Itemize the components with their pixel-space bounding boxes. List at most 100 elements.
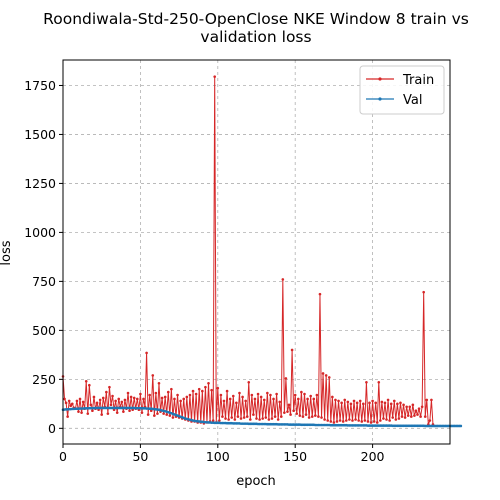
train-point bbox=[269, 393, 272, 397]
train-point bbox=[136, 397, 139, 401]
train-point bbox=[349, 402, 353, 406]
train-point bbox=[194, 392, 198, 396]
x-tick-label: 50 bbox=[132, 449, 148, 464]
train-point bbox=[371, 399, 374, 403]
train-point bbox=[256, 392, 260, 396]
train-point bbox=[157, 381, 161, 385]
train-point bbox=[335, 420, 339, 423]
train-point bbox=[80, 411, 83, 414]
train-point bbox=[145, 351, 148, 355]
chart-title-line-1: Roondiwala-Std-250-OpenClose NKE Window … bbox=[43, 10, 469, 28]
train-point bbox=[365, 380, 368, 384]
train-point bbox=[123, 398, 127, 402]
train-point bbox=[146, 413, 150, 416]
train-point bbox=[382, 417, 385, 420]
train-point bbox=[396, 402, 399, 406]
train-point bbox=[385, 418, 388, 421]
train-point bbox=[163, 395, 167, 399]
train-point bbox=[278, 400, 282, 404]
train-point bbox=[331, 395, 334, 399]
train-point bbox=[207, 381, 210, 385]
train-point bbox=[231, 394, 235, 398]
train-point bbox=[348, 418, 351, 421]
train-point bbox=[70, 402, 74, 406]
train-point bbox=[332, 421, 336, 424]
train-point bbox=[369, 421, 373, 424]
train-point bbox=[420, 405, 424, 409]
train-point bbox=[312, 397, 316, 401]
train-point bbox=[292, 409, 295, 412]
train-point bbox=[154, 391, 158, 395]
train-point bbox=[109, 403, 113, 407]
train-point bbox=[132, 396, 136, 400]
train-point bbox=[300, 390, 303, 394]
train-point bbox=[318, 292, 322, 296]
train-point bbox=[419, 415, 422, 418]
train-point bbox=[351, 419, 354, 422]
train-point bbox=[162, 412, 165, 415]
train-point bbox=[337, 399, 340, 403]
train-point bbox=[149, 409, 153, 412]
train-point bbox=[67, 399, 71, 403]
train-point bbox=[63, 397, 66, 401]
train-point bbox=[295, 412, 299, 415]
plot-frame bbox=[62, 59, 451, 445]
train-point bbox=[81, 400, 85, 404]
train-point bbox=[314, 414, 317, 417]
train-point bbox=[423, 415, 427, 418]
train-point bbox=[191, 389, 195, 393]
train-point bbox=[105, 390, 108, 394]
train-point bbox=[128, 409, 131, 412]
train-point bbox=[304, 413, 308, 416]
y-axis-ticks: 0 250 500 750 1000 1250 1500 1750 bbox=[24, 78, 63, 436]
train-point bbox=[414, 409, 418, 412]
train-point bbox=[341, 420, 345, 423]
val-point bbox=[459, 424, 463, 428]
train-point bbox=[106, 412, 110, 415]
train-point bbox=[279, 415, 283, 418]
y-axis-label: loss bbox=[0, 240, 14, 265]
train-point bbox=[239, 417, 243, 420]
train-point bbox=[283, 411, 286, 414]
train-point bbox=[210, 388, 213, 392]
train-point bbox=[366, 420, 370, 423]
train-point bbox=[386, 398, 390, 402]
train-point bbox=[78, 397, 82, 401]
train-point bbox=[224, 417, 227, 420]
train-point bbox=[379, 419, 382, 422]
plot-series bbox=[61, 75, 463, 428]
train-point bbox=[422, 290, 425, 294]
train-point bbox=[92, 395, 96, 399]
train-point bbox=[389, 402, 393, 406]
train-point bbox=[281, 278, 285, 281]
train-point bbox=[303, 392, 306, 396]
train-point bbox=[151, 374, 155, 377]
train-point bbox=[375, 421, 379, 424]
train-point bbox=[346, 400, 350, 404]
train-point bbox=[188, 393, 192, 397]
train-point bbox=[403, 416, 407, 419]
train-point bbox=[416, 413, 419, 416]
train-point bbox=[310, 415, 314, 418]
train-point bbox=[360, 420, 364, 423]
train-point bbox=[290, 348, 294, 352]
train-point bbox=[219, 393, 223, 397]
train-point bbox=[230, 416, 234, 419]
train-point bbox=[338, 419, 342, 422]
y-tick-label: 500 bbox=[32, 323, 56, 338]
train-point bbox=[211, 419, 215, 422]
train-point bbox=[115, 411, 119, 414]
legend-val-marker bbox=[378, 97, 382, 101]
train-point bbox=[242, 416, 246, 419]
train-point bbox=[238, 391, 241, 395]
train-point bbox=[394, 418, 398, 421]
train-point bbox=[315, 393, 319, 397]
train-point bbox=[197, 387, 201, 391]
train-point bbox=[287, 403, 291, 407]
x-tick-label: 100 bbox=[206, 449, 230, 464]
train-point bbox=[267, 418, 271, 421]
train-point bbox=[270, 417, 274, 420]
train-point bbox=[374, 401, 378, 405]
